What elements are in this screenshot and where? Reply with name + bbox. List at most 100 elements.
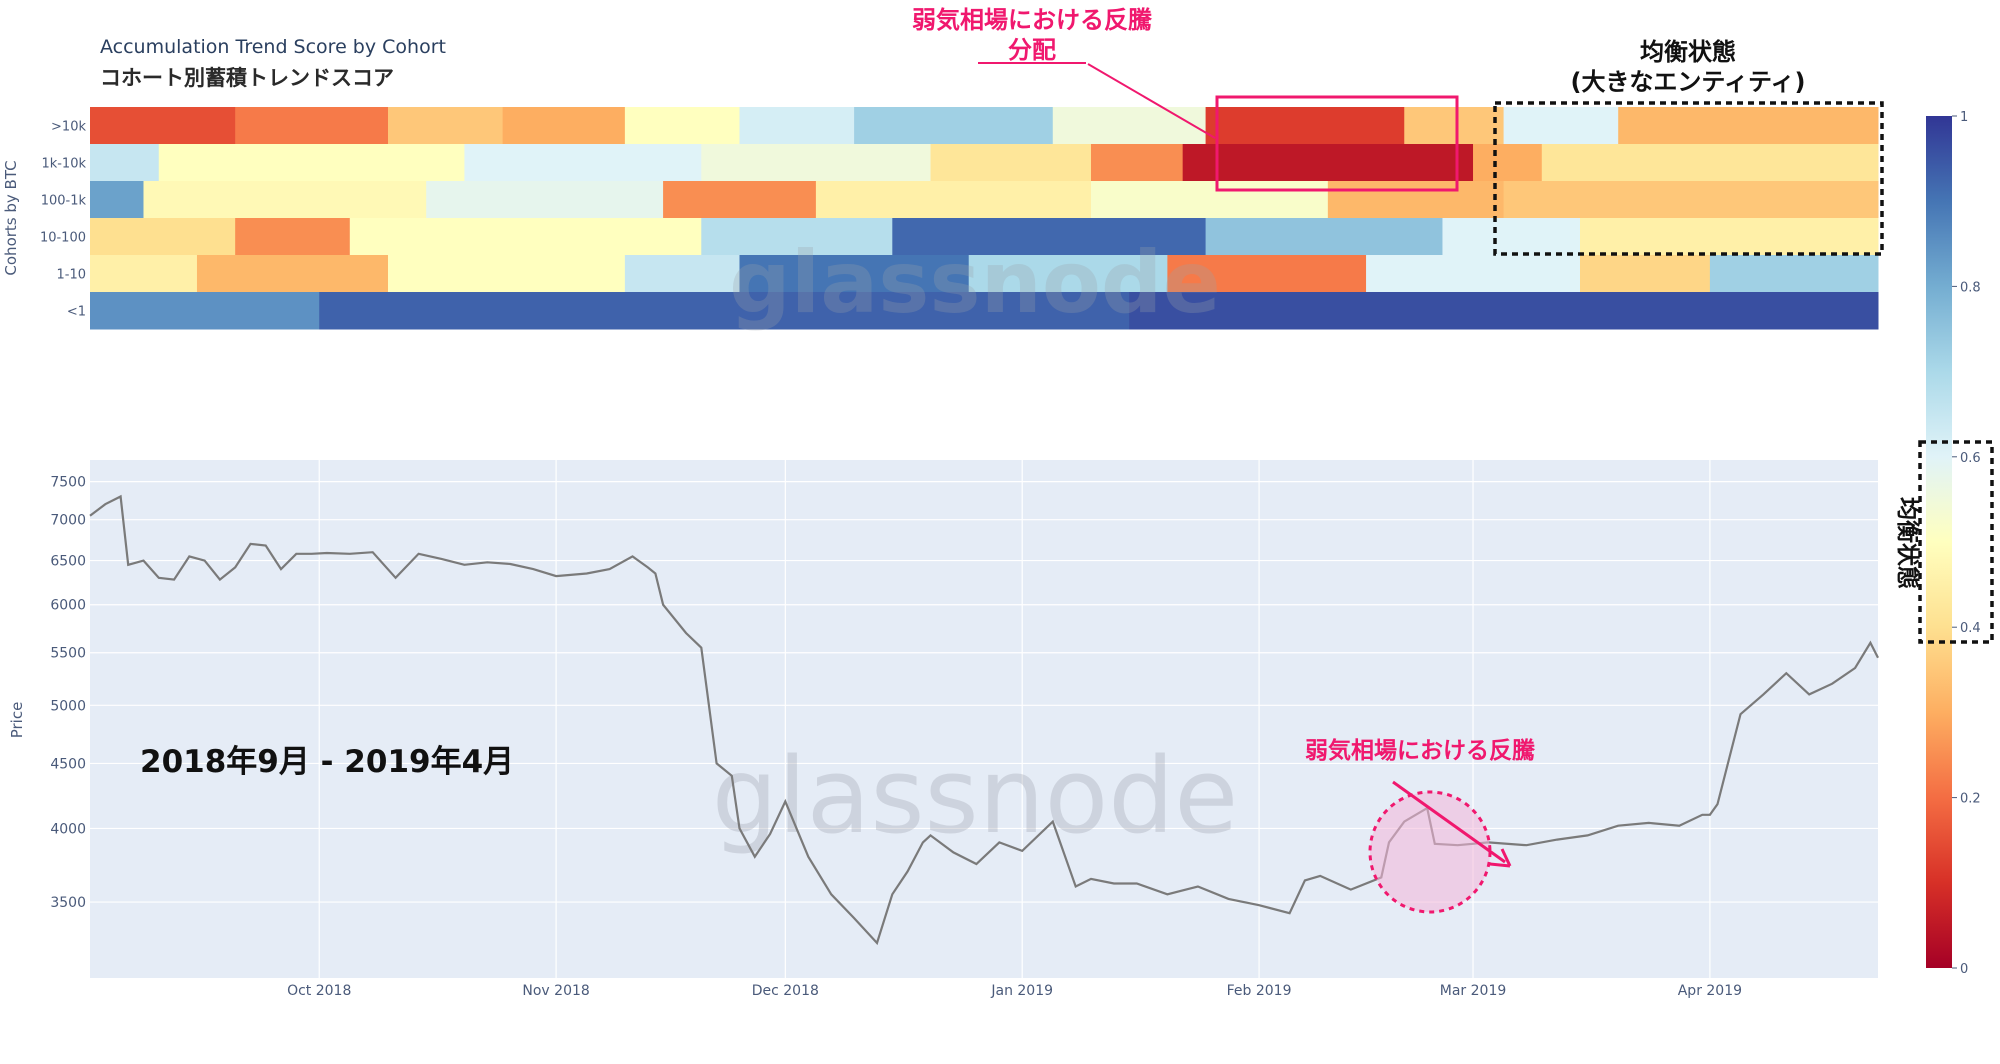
colorbar-tick-label: 0 xyxy=(1960,962,1968,977)
price-gridlines xyxy=(90,460,1878,978)
colorbar-tick-label: 1 xyxy=(1960,110,1968,125)
price-x-tick-label: Mar 2019 xyxy=(1440,983,1507,999)
heatmap-cell xyxy=(235,107,389,145)
price-y-tick-label: 3500 xyxy=(50,895,86,911)
heatmap-row-label: 10-100 xyxy=(40,231,86,246)
heatmap-cell xyxy=(464,144,702,182)
heatmap-cell xyxy=(701,144,932,182)
heatmap-cell xyxy=(1580,218,1879,256)
heatmap-cell xyxy=(1709,255,1879,293)
heatmap-cell xyxy=(196,255,389,293)
annotation-equilibrium-line1: 均衡状態 xyxy=(1640,38,1736,66)
heatmap-row-label: 100-1k xyxy=(41,194,87,209)
heatmap-cell xyxy=(1205,107,1405,145)
heatmap-cell xyxy=(1442,218,1581,256)
heatmap-cell xyxy=(426,181,664,219)
heatmap-cell xyxy=(1205,218,1443,256)
heatmap-cell xyxy=(968,255,1168,293)
heatmap-cell xyxy=(388,255,626,293)
heatmap-cell xyxy=(1473,144,1543,182)
heatmap-cell xyxy=(701,218,893,256)
price-y-tick-label: 6500 xyxy=(50,554,86,570)
heatmap-cell xyxy=(90,181,144,219)
heatmap-row-label: 1-10 xyxy=(56,268,86,283)
colorbar-tick-label: 0.2 xyxy=(1960,792,1981,807)
price-y-tick-label: 5000 xyxy=(50,698,86,714)
heatmap-cell xyxy=(624,255,740,293)
heatmap-cell xyxy=(663,181,817,219)
heatmap-cell xyxy=(1366,255,1581,293)
heatmap-cell xyxy=(1090,144,1184,182)
heatmap-cell xyxy=(349,218,702,256)
annotation-rally-arrow-head xyxy=(1489,848,1512,868)
price-y-tick-label: 4500 xyxy=(50,756,86,772)
price-series-line xyxy=(89,494,1879,946)
heatmap-cell xyxy=(502,107,626,145)
annotation-equilibrium-box xyxy=(1493,101,1884,256)
heatmap-cell xyxy=(90,144,160,182)
price-x-tick-label: Nov 2018 xyxy=(522,983,589,999)
heatmap-cell xyxy=(1167,255,1367,293)
price-x-tick-label: Feb 2019 xyxy=(1227,983,1292,999)
heatmap-cell xyxy=(143,181,427,219)
heatmap-cell xyxy=(1503,181,1879,219)
heatmap-cell xyxy=(1052,107,1207,145)
heatmap-cell xyxy=(1090,181,1329,219)
heatmap-y-axis-title: Cohorts by BTC xyxy=(2,160,20,275)
heatmap-row-label: 1k-10k xyxy=(41,157,86,172)
price-x-tick-label: Apr 2019 xyxy=(1678,983,1742,999)
annotation-colorbar-equilibrium-label: 均衡状態 xyxy=(1894,497,1921,589)
annotation-rally-arrow-line xyxy=(1392,780,1506,864)
heatmap-row-label: <1 xyxy=(67,305,86,320)
heatmap-cell xyxy=(892,218,1207,256)
annotation-rally-distribution-line2: 分配 xyxy=(1008,36,1056,64)
annotation-equilibrium-line2: (大きなエンティティ) xyxy=(1570,68,1805,96)
heatmap-cell xyxy=(1129,292,1879,330)
heatmap-cell xyxy=(388,107,504,145)
heatmap-cell xyxy=(90,292,320,330)
annotation-colorbar-equilibrium-box xyxy=(1918,440,1994,644)
heatmap-cell xyxy=(739,255,970,293)
heatmap-cell xyxy=(158,144,465,182)
price-y-tick-label: 5500 xyxy=(50,646,86,662)
price-y-tick-labels: 3500 4000 4500 5000 5500 6000 6500 7000 7500 xyxy=(50,475,86,911)
heatmap-cell xyxy=(739,107,855,145)
annotation-pointer-line xyxy=(1087,63,1216,139)
heatmap-cell xyxy=(90,218,236,256)
heatmap-cell xyxy=(319,292,1130,330)
heatmap-cell xyxy=(815,181,1092,219)
chart-title: Accumulation Trend Score by Cohort xyxy=(100,36,446,58)
heatmap-cell xyxy=(624,107,740,145)
price-y-tick-label: 4000 xyxy=(50,821,86,837)
heatmap-cell xyxy=(1503,107,1619,145)
colorbar xyxy=(1926,116,1952,968)
price-x-tick-label: Oct 2018 xyxy=(287,983,351,999)
heatmap-plot xyxy=(90,107,1879,330)
price-y-tick-label: 6000 xyxy=(50,598,86,614)
heatmap-cell xyxy=(1618,107,1879,145)
heatmap-cell xyxy=(1327,181,1505,219)
heatmap-cell xyxy=(90,107,236,145)
price-x-tick-label: Dec 2018 xyxy=(752,983,819,999)
annotation-period-label: 2018年9月 - 2019年4月 xyxy=(140,744,514,780)
heatmap-row-labels: >10k 1k-10k 100-1k 10-100 1-10 <1 xyxy=(40,120,87,320)
price-y-tick-label: 7000 xyxy=(50,513,86,529)
heatmap-cell xyxy=(854,107,1054,145)
heatmap-cell xyxy=(235,218,351,256)
heatmap-cell xyxy=(1404,107,1505,145)
chart-subtitle: コホート別蓄積トレンドスコア xyxy=(100,66,394,90)
price-x-tick-labels: Oct 2018 Nov 2018 Dec 2018 Jan 2019 Feb 2019… xyxy=(287,983,1742,999)
price-y-axis-title: Price xyxy=(8,702,26,739)
heatmap-cell xyxy=(1182,144,1474,182)
price-watermark: glassnode xyxy=(712,735,1239,857)
annotation-rally-distribution-line1: 弱気相場における反騰 xyxy=(912,6,1152,34)
colorbar-tick-labels: 0 0.2 0.4 0.6 0.8 1 xyxy=(1952,110,1981,977)
colorbar-tick-label: 0.6 xyxy=(1960,451,1981,466)
price-plot-background xyxy=(90,460,1878,978)
heatmap-row-label: >10k xyxy=(51,120,86,135)
annotation-distribution-box xyxy=(1215,95,1459,192)
price-y-tick-label: 7500 xyxy=(50,475,86,491)
heatmap-cell xyxy=(1580,255,1711,293)
